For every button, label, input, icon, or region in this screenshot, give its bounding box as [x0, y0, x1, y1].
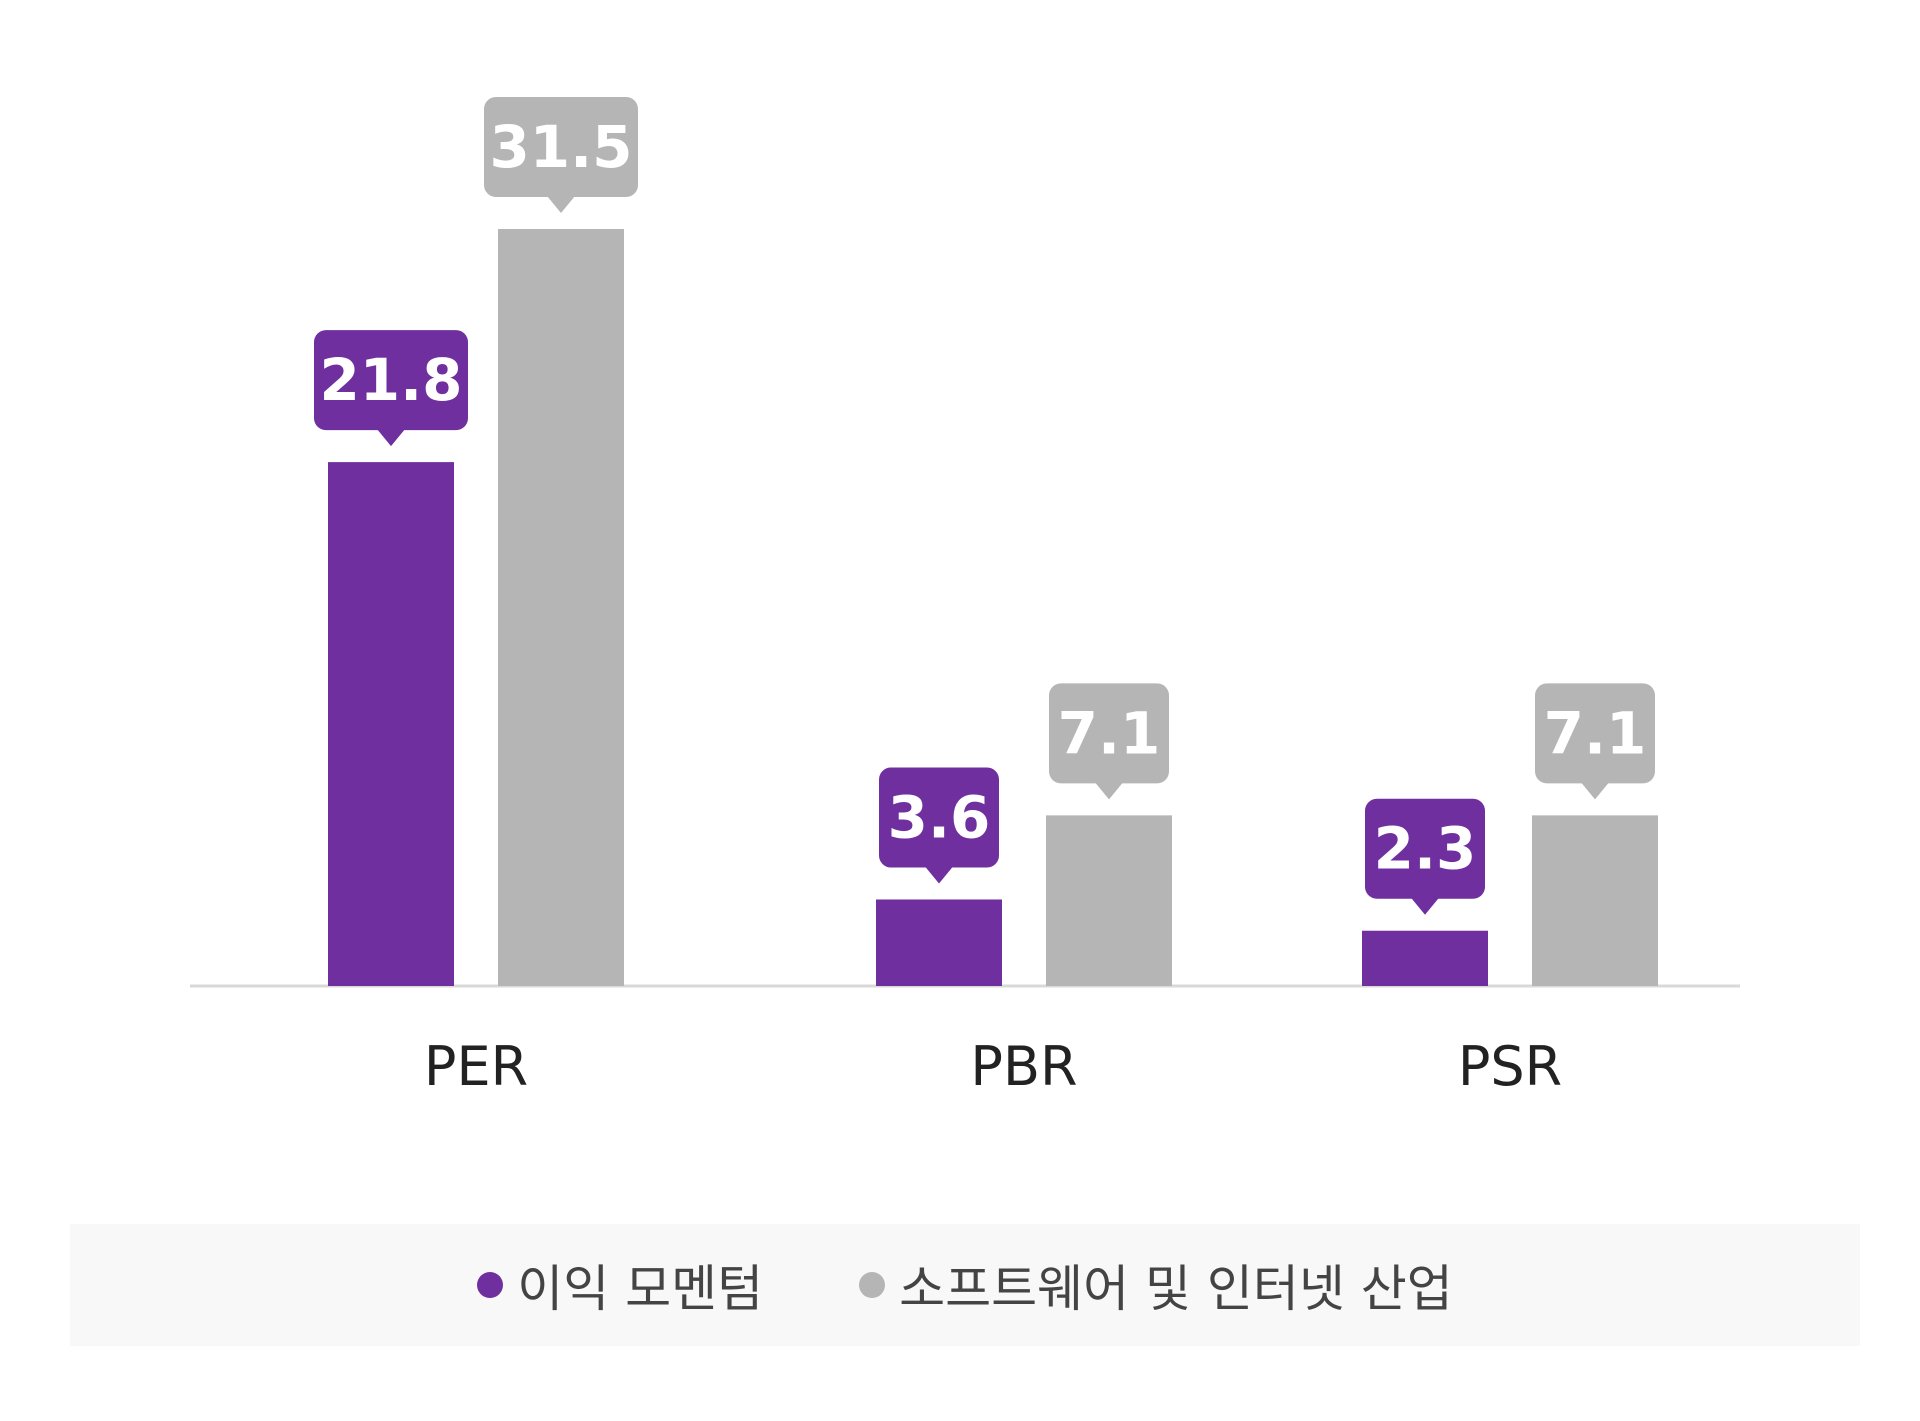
value-label-box [879, 767, 999, 868]
value-label-text: 7.1 [1544, 699, 1647, 767]
value-label-per-series-2: 31.5 [484, 97, 638, 213]
value-label-text: 2.3 [1374, 815, 1477, 883]
x-tick-label-per: PER [424, 1035, 528, 1098]
value-label-pbr-series-2: 7.1 [1049, 683, 1169, 800]
x-tick-label-pbr: PBR [970, 1035, 1077, 1098]
value-label-box [314, 330, 468, 431]
value-label-pointer [1095, 782, 1123, 800]
bar-pbr-series-2 [1046, 815, 1172, 986]
value-label-box [484, 97, 638, 197]
bar-per-series-2 [498, 229, 624, 986]
bar-per-series-1 [328, 462, 454, 987]
value-label-pointer [925, 866, 953, 884]
value-label-psr-series-2: 7.1 [1535, 683, 1655, 800]
value-label-box [1049, 683, 1169, 784]
bar-pbr-series-1 [876, 899, 1002, 986]
value-label-pointer [1581, 782, 1609, 800]
legend-label-series-2: 소프트웨어 및 인터넷 산업 [899, 1260, 1453, 1318]
value-label-pointer [547, 196, 575, 213]
legend: 이익 모멘텀 소프트웨어 및 인터넷 산업 [70, 1224, 1860, 1346]
legend-swatch-series-2 [859, 1272, 886, 1298]
x-tick-label-psr: PSR [1458, 1035, 1562, 1098]
legend-label-series-1: 이익 모멘텀 [517, 1260, 764, 1318]
value-label-text: 21.8 [319, 346, 462, 414]
value-label-pointer [1411, 897, 1439, 915]
value-label-box [1535, 683, 1655, 784]
value-label-per-series-1: 21.8 [314, 330, 468, 447]
bar-psr-series-1 [1362, 930, 1488, 986]
value-label-pbr-series-1: 3.6 [879, 767, 999, 884]
value-label-text: 31.5 [489, 113, 632, 181]
value-label-pointer [377, 429, 405, 447]
value-label-text: 3.6 [888, 783, 991, 851]
value-label-text: 7.1 [1058, 699, 1161, 767]
legend-swatch-series-1 [477, 1272, 504, 1298]
value-label-psr-series-1: 2.3 [1365, 798, 1485, 915]
bar-chart: 21.8 31.5 3.6 7.1 2.3 7.1 PER PBR PSR [190, 97, 1740, 1098]
legend-item-series-2: 소프트웨어 및 인터넷 산업 [859, 1249, 1453, 1321]
legend-item-series-1: 이익 모멘텀 [477, 1249, 763, 1321]
bar-psr-series-2 [1532, 815, 1658, 986]
value-label-box [1365, 798, 1485, 899]
